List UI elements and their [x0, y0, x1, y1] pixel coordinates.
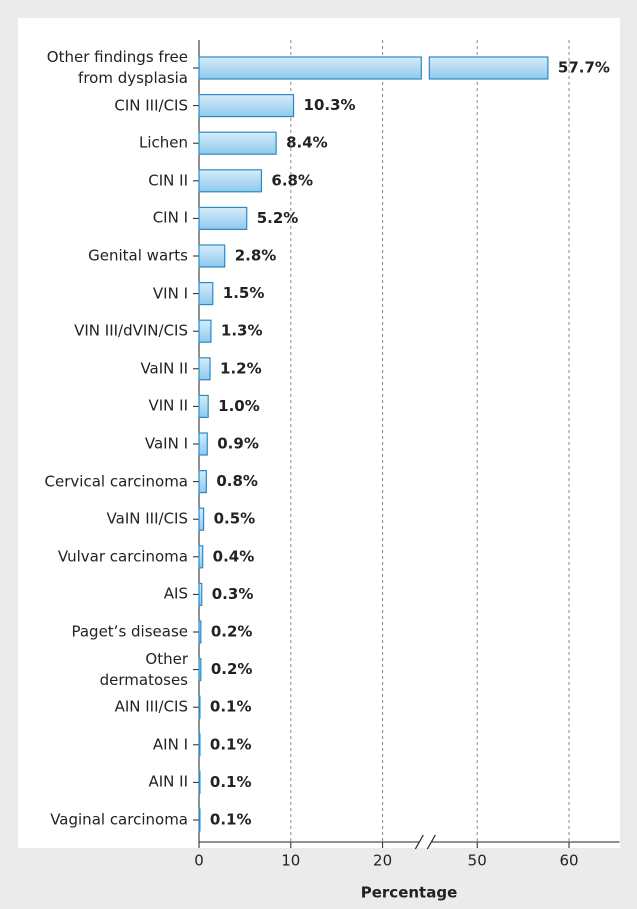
value-label: 57.7% [558, 59, 610, 77]
value-label: 2.8% [235, 247, 277, 265]
bar [198, 432, 208, 456]
bar [198, 695, 201, 719]
bar [198, 357, 211, 381]
bar [198, 282, 214, 306]
y-tick-label: Cervical carcinoma [44, 472, 188, 491]
y-tick-label: VaIN I [144, 434, 188, 453]
value-label: 0.4% [213, 547, 255, 565]
y-tick-label: VIN II [148, 396, 188, 415]
bar [198, 770, 201, 795]
value-label: 1.5% [223, 284, 265, 302]
y-tick-label: VIN I [152, 284, 188, 303]
bar [198, 657, 202, 682]
bar [198, 808, 201, 832]
y-tick-label: CIN I [152, 208, 188, 227]
value-label: 5.2% [257, 209, 299, 227]
x-tick-label: 50 [468, 852, 487, 870]
bar [198, 169, 263, 193]
y-tick-label: Paget’s disease [71, 622, 188, 641]
y-tick-label: Vaginal carcinoma [50, 810, 188, 829]
value-label: 0.9% [217, 435, 259, 453]
axis-break [426, 834, 436, 850]
value-label: 1.0% [218, 397, 260, 415]
value-label: 0.8% [216, 472, 258, 490]
value-label: 0.1% [210, 811, 252, 829]
y-tick-label: AIN II [148, 772, 188, 791]
bar [198, 470, 207, 494]
value-label: 1.2% [220, 359, 262, 377]
value-label: 0.1% [210, 773, 252, 791]
y-tick-label: Other dermatoses [99, 649, 188, 689]
x-tick-label: 10 [281, 852, 300, 870]
y-tick-label: Lichen [138, 133, 188, 152]
x-tick-label: 0 [194, 852, 204, 870]
y-tick-label: Other findings free from dysplasia [46, 48, 188, 87]
bar [198, 131, 277, 155]
value-label: 0.2% [211, 660, 253, 678]
y-tick-label: CIN II [148, 171, 188, 190]
x-tick-label: 20 [373, 852, 392, 870]
bar [428, 56, 549, 80]
value-label: 8.4% [286, 134, 328, 152]
y-tick-label: VaIN II [140, 359, 188, 378]
bar [198, 93, 295, 118]
bar [198, 620, 202, 644]
y-tick-label: VIN III/dVIN/CIS [74, 321, 188, 340]
value-label: 0.1% [210, 735, 252, 753]
y-tick-label: AIN III/CIS [114, 697, 188, 716]
value-label: 0.2% [211, 623, 253, 641]
y-tick-label: AIN I [152, 735, 188, 754]
y-tick-label: CIN III/CIS [114, 96, 188, 115]
y-tick-label: VaIN III/CIS [106, 509, 188, 528]
axis-break [414, 834, 424, 850]
value-label: 1.3% [221, 322, 263, 340]
bar [198, 582, 203, 607]
value-label: 0.1% [210, 698, 252, 716]
bar [198, 319, 212, 343]
value-label: 6.8% [271, 171, 313, 189]
value-label: 10.3% [304, 96, 356, 114]
bar [198, 244, 226, 268]
x-axis-label: Percentage [361, 884, 458, 902]
value-label: 0.5% [214, 510, 256, 528]
y-tick-label: Genital warts [88, 246, 188, 265]
bar [198, 394, 209, 418]
y-tick-label: Vulvar carcinoma [57, 547, 188, 566]
bar [198, 507, 205, 531]
bar [198, 545, 204, 569]
y-tick-label: AIS [163, 584, 188, 603]
bar [198, 733, 201, 757]
plot-panel [18, 18, 620, 848]
bar [198, 206, 248, 230]
x-tick-label: 60 [559, 852, 578, 870]
bar [198, 56, 422, 80]
value-label: 0.3% [212, 585, 254, 603]
